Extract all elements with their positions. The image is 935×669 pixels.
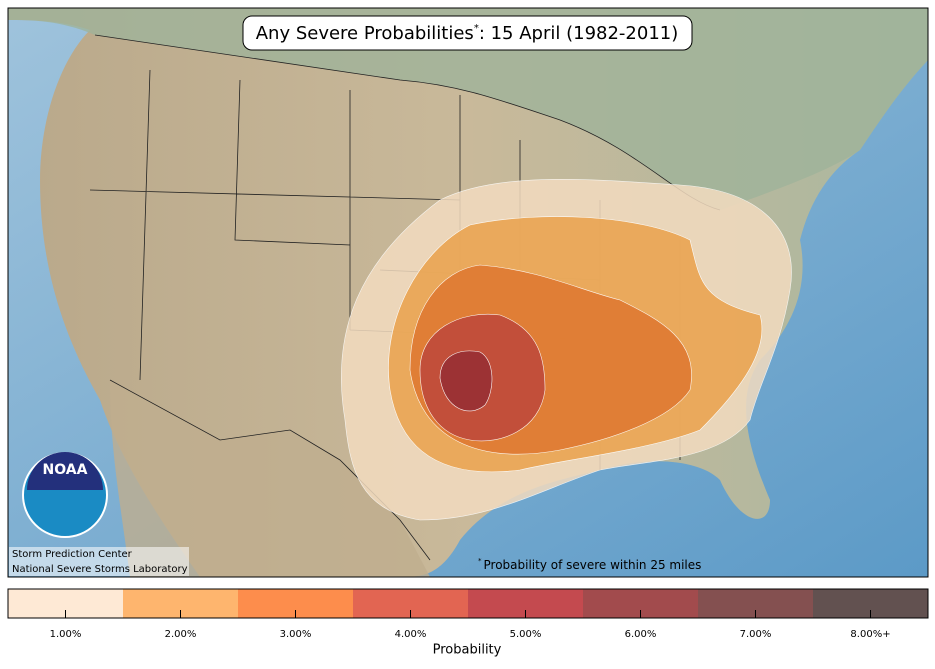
- footnote-marker: *: [478, 557, 482, 565]
- colorbar-tick-label: 1.00%: [50, 629, 82, 640]
- credit: Storm Prediction Center: [12, 549, 133, 560]
- logo-text: NOAA: [43, 462, 88, 478]
- credit: National Severe Storms Laboratory: [12, 564, 188, 575]
- colorbar-tick-label: 4.00%: [395, 629, 427, 640]
- footnote: * Probability of severe within 25 miles: [478, 557, 701, 572]
- colorbar-tick-label: 7.00%: [740, 629, 772, 640]
- credits-box: [9, 547, 189, 576]
- colorbar-frame: [7, 588, 929, 619]
- title-box: [242, 15, 693, 51]
- colorbar-label: Probability: [433, 643, 502, 658]
- canada: [8, 8, 928, 210]
- title-marker: *: [474, 23, 479, 34]
- logo-top: [27, 452, 103, 490]
- colorbar: 1.00% 2.00% 3.00% 4.00% 5.00% 6.00% 7.00% 8.00%…: [7, 588, 929, 640]
- map-frame: [7, 7, 929, 578]
- contour-5: [439, 350, 493, 412]
- colorbar-tick-label: 5.00%: [510, 629, 542, 640]
- footnote-text: Probability of severe within 25 miles: [484, 558, 702, 572]
- colorbar-tick-label: 2.00%: [165, 629, 197, 640]
- title: Any Severe Probabilities*: 15 April (198…: [256, 23, 679, 44]
- colorbar-tick-label: 3.00%: [280, 629, 312, 640]
- colorbar-tick-label: 6.00%: [625, 629, 657, 640]
- title-main: Any Severe Probabilities: [256, 23, 474, 44]
- map: [8, 8, 928, 577]
- mexico: [110, 380, 430, 577]
- title-rest: : 15 April (1982-2011): [479, 23, 678, 44]
- colorbar-tick-label: 8.00%+: [850, 629, 890, 640]
